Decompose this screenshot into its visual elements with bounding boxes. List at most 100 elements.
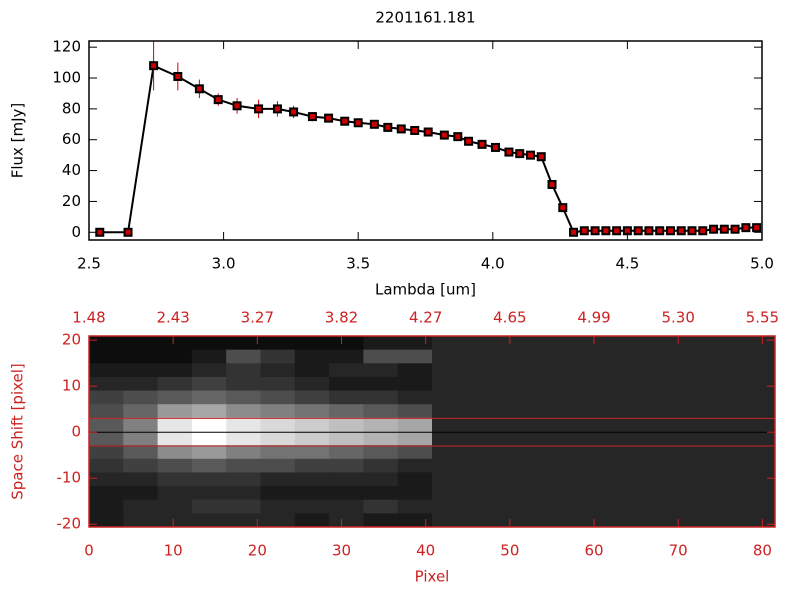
heat-cell (432, 363, 467, 378)
heat-cell (569, 499, 604, 514)
heat-cell (89, 431, 124, 446)
heat-cell (260, 336, 296, 351)
heat-cell (569, 458, 604, 473)
heat-cell (637, 458, 673, 473)
x2-tick-label: 3.27 (241, 309, 274, 327)
heat-cell (329, 499, 364, 514)
heat-cell (432, 417, 467, 432)
heat-cell (637, 431, 673, 446)
heat-cell (397, 513, 433, 528)
heat-cell (260, 445, 296, 460)
heat-cell (706, 445, 742, 460)
heat-cell (329, 472, 364, 487)
heat-cell (397, 404, 433, 419)
heat-cell (226, 376, 261, 392)
marker (504, 147, 514, 157)
heat-cell (534, 472, 570, 487)
heat-cell (397, 499, 433, 514)
heat-cell (672, 363, 707, 378)
heat-cell (397, 363, 433, 378)
heat-cell (260, 349, 296, 364)
heat-cell (294, 349, 330, 364)
heat-cell (260, 486, 296, 501)
y-tick-label: -10 (57, 469, 82, 487)
heat-cell (500, 431, 536, 446)
heat-cell (89, 349, 124, 364)
heat-cell (466, 390, 502, 405)
heat-cell (432, 336, 467, 351)
heat-cell (569, 445, 604, 460)
heat-cell (569, 486, 604, 501)
heat-cell (466, 363, 502, 378)
x2-tick-label: 3.82 (325, 309, 358, 327)
heat-cell (397, 458, 433, 473)
heat-cell (260, 376, 296, 392)
heat-cell (260, 363, 296, 378)
heat-cell (672, 513, 707, 528)
heat-cell (466, 336, 502, 351)
x-tick-label: 0 (84, 542, 94, 560)
heat-cell (123, 458, 159, 473)
heat-cell (569, 404, 604, 419)
marker (232, 101, 242, 111)
heat-cell (157, 431, 193, 446)
heat-cell (603, 458, 639, 473)
heat-cell (466, 486, 502, 501)
heat-cell (637, 445, 673, 460)
heat-cell (466, 513, 502, 528)
heat-cell (534, 349, 570, 364)
heat-cell (706, 404, 742, 419)
heat-cell (637, 336, 673, 351)
heat-cell (534, 376, 570, 392)
heat-cell (569, 376, 604, 392)
heat-cell (500, 445, 536, 460)
marker (149, 61, 159, 71)
heat-cell (432, 513, 467, 528)
heat-cell (740, 376, 776, 392)
marker (579, 226, 589, 236)
heat-cell (89, 513, 124, 528)
heat-cell (226, 472, 261, 487)
heat-cell (329, 431, 364, 446)
heat-cell (706, 499, 742, 514)
marker (665, 226, 675, 236)
heat-cell (329, 445, 364, 460)
heat-cell (89, 445, 124, 460)
heat-cell (157, 445, 193, 460)
marker (353, 118, 363, 128)
heat-cell (569, 363, 604, 378)
heat-cell (432, 486, 467, 501)
marker (536, 152, 546, 162)
heat-cell (432, 458, 467, 473)
marker (698, 226, 708, 236)
heat-cell (191, 486, 227, 501)
heat-cell (363, 404, 399, 419)
heat-cell (534, 486, 570, 501)
marker (741, 223, 751, 233)
heat-cell (157, 458, 193, 473)
heat-cell (226, 499, 261, 514)
heat-cell (260, 404, 296, 419)
marker (324, 113, 334, 123)
marker (730, 224, 740, 234)
heat-cell (191, 472, 227, 487)
heat-cell (191, 363, 227, 378)
heat-cell (89, 499, 124, 514)
heat-cell (569, 472, 604, 487)
heat-cell (226, 363, 261, 378)
heat-cell (226, 486, 261, 501)
heat-cell (603, 390, 639, 405)
heat-cell (603, 486, 639, 501)
heat-cell (500, 513, 536, 528)
x-tick-label: 40 (416, 542, 435, 560)
heat-cell (672, 445, 707, 460)
marker (601, 226, 611, 236)
y-tick-label: 20 (62, 331, 81, 349)
heat-cell (397, 349, 433, 364)
heat-cell (294, 336, 330, 351)
marker (515, 149, 525, 159)
x2-tick-label: 4.65 (493, 309, 526, 327)
heat-cell (500, 499, 536, 514)
heat-cell (363, 376, 399, 392)
